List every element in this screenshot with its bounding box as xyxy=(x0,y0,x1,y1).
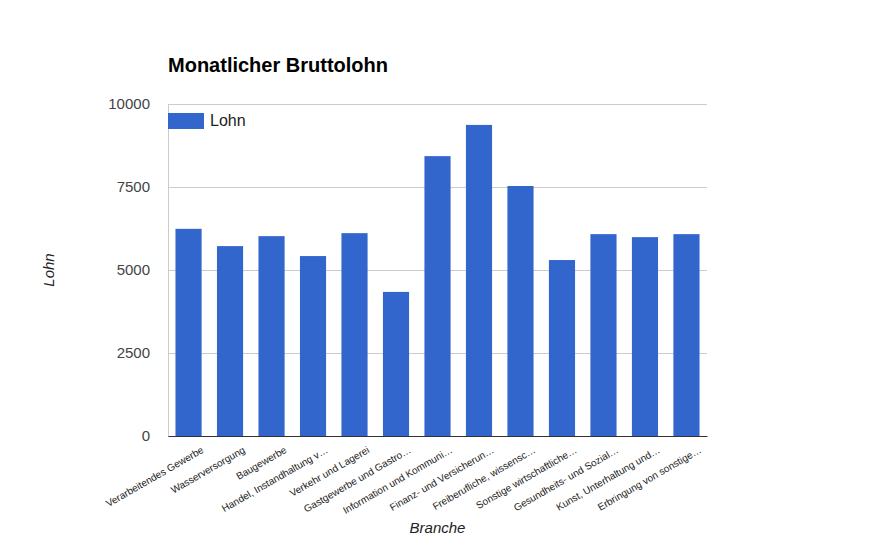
x-axis-title: Branche xyxy=(410,519,466,536)
grid-line xyxy=(168,436,707,437)
y-tick: 5000 xyxy=(117,261,707,278)
y-axis: 0 2500 5000 7500 10000 xyxy=(108,95,707,444)
bar xyxy=(673,234,699,436)
chart-title: Monatlicher Bruttolohn xyxy=(168,54,388,76)
bar xyxy=(383,292,409,436)
bar xyxy=(424,156,450,436)
bar xyxy=(258,236,284,436)
bars xyxy=(175,125,699,436)
x-axis: Verarbeitendes GewerbeWasserversorgungBa… xyxy=(104,436,708,516)
y-tick-label: 7500 xyxy=(117,178,150,195)
bar xyxy=(217,246,243,436)
y-tick-label: 5000 xyxy=(117,261,150,278)
y-axis-title: Lohn xyxy=(40,253,57,286)
x-tick: Erbringung von sonstige… xyxy=(596,436,704,513)
bar xyxy=(632,237,658,436)
legend-swatch xyxy=(168,113,204,129)
y-tick-label: 10000 xyxy=(108,95,150,112)
grid-line xyxy=(168,104,707,105)
bar xyxy=(549,260,575,436)
bar xyxy=(507,186,533,436)
legend: Lohn xyxy=(168,112,246,129)
chart-container: 0 2500 5000 7500 10000 Verarbeitendes Gewerbe… xyxy=(0,0,873,540)
bar xyxy=(300,256,326,436)
y-axis-line xyxy=(169,105,708,437)
y-tick: 10000 xyxy=(108,95,707,112)
x-axis-line xyxy=(169,436,708,437)
chart-svg: 0 2500 5000 7500 10000 Verarbeitendes Gewerbe… xyxy=(0,0,873,540)
y-tick-label: 2500 xyxy=(117,344,150,361)
bar xyxy=(341,233,367,436)
y-tick: 7500 xyxy=(117,178,707,195)
x-tick-label: Wasserversorgung xyxy=(169,444,247,495)
bar xyxy=(590,234,616,436)
bar xyxy=(466,125,492,436)
y-tick-label: 0 xyxy=(142,427,150,444)
x-tick: Wasserversorgung xyxy=(169,436,247,495)
x-tick-label: Erbringung von sonstige… xyxy=(596,444,704,512)
bar xyxy=(175,229,201,436)
legend-label: Lohn xyxy=(210,112,246,129)
y-tick: 2500 xyxy=(117,344,707,361)
